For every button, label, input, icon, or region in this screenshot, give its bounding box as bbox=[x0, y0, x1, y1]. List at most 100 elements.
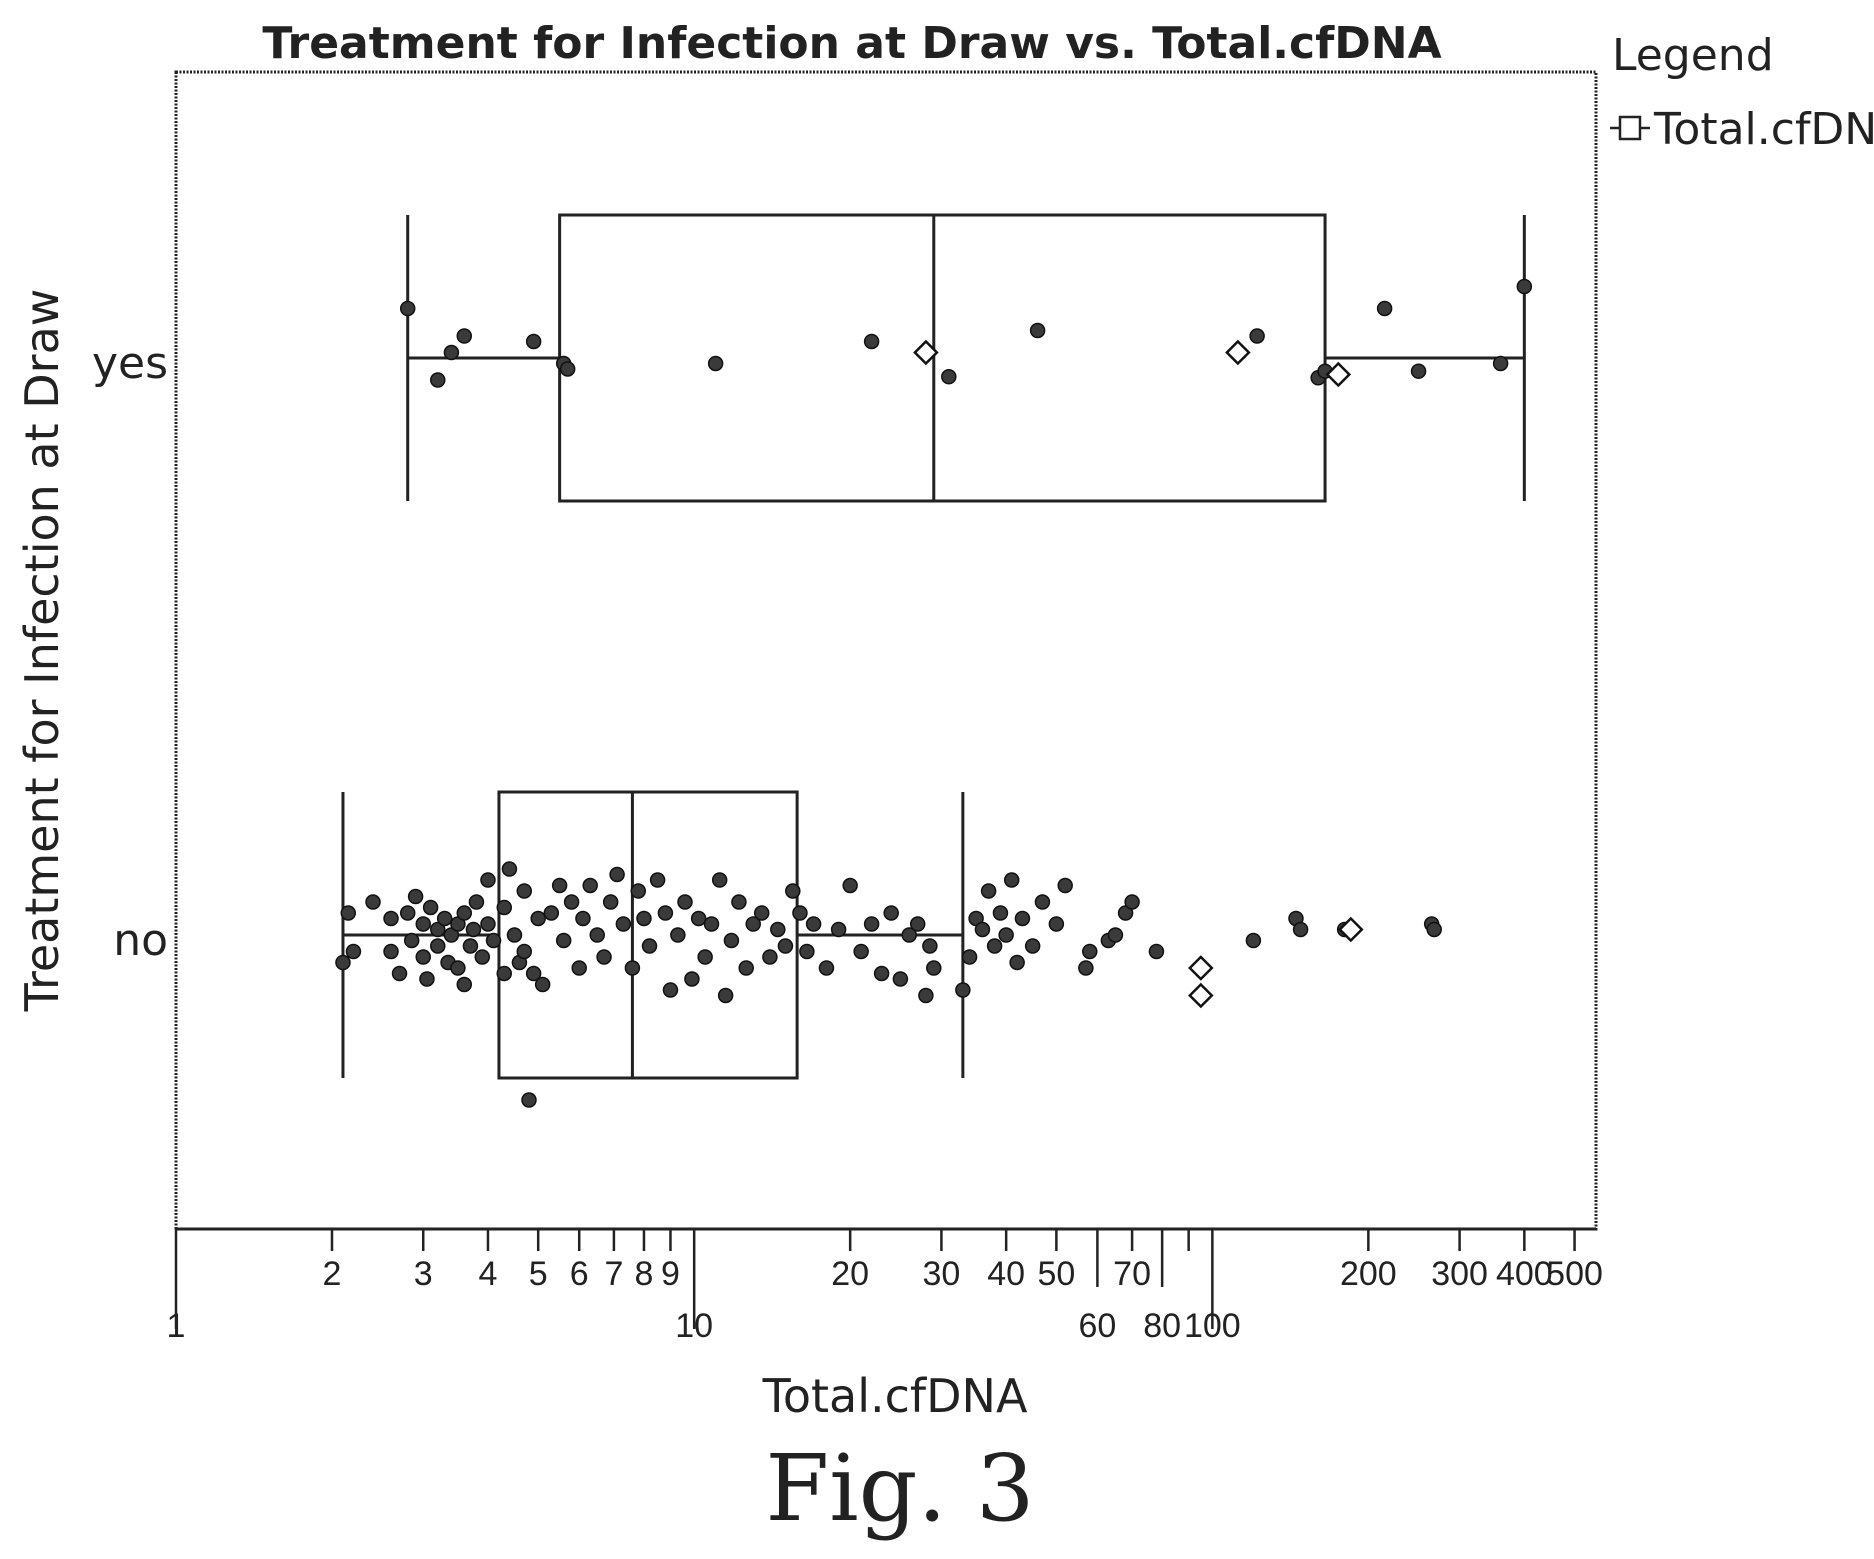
data-point-no bbox=[961, 949, 978, 965]
data-point-yes bbox=[1516, 278, 1533, 295]
data-point-yes bbox=[456, 328, 473, 344]
x-tick-label-2: 2 bbox=[323, 1255, 342, 1293]
data-point-no bbox=[955, 982, 971, 998]
data-point-no bbox=[974, 921, 991, 938]
box-yes bbox=[406, 213, 1526, 503]
data-point-no bbox=[530, 910, 546, 927]
x-tick-label-50: 50 bbox=[1037, 1255, 1075, 1293]
data-point-no bbox=[926, 960, 942, 976]
data-point-no bbox=[516, 883, 533, 899]
data-point-no bbox=[465, 921, 482, 938]
x-tick-label-5: 5 bbox=[529, 1255, 548, 1293]
data-point-no bbox=[589, 927, 605, 943]
data-point-no bbox=[830, 921, 847, 938]
data-point-yes bbox=[443, 344, 460, 361]
data-point-no bbox=[1245, 932, 1262, 949]
x-tick-label-20: 20 bbox=[831, 1255, 869, 1293]
data-point-no bbox=[456, 905, 473, 921]
data-point-no bbox=[468, 894, 485, 910]
data-point-no bbox=[1124, 894, 1140, 910]
plot-frame bbox=[174, 70, 1598, 1231]
data-point-no bbox=[391, 965, 408, 982]
data-point-yes bbox=[1029, 322, 1046, 339]
data-point-no bbox=[575, 910, 591, 927]
points-layer bbox=[335, 278, 1533, 1108]
data-point-no bbox=[430, 938, 446, 954]
data-point-no bbox=[582, 877, 598, 894]
data-point-no bbox=[630, 883, 647, 899]
data-point-no bbox=[1014, 910, 1031, 927]
legend-title: Legend bbox=[1612, 30, 1774, 81]
data-point-no bbox=[430, 921, 446, 938]
chart-title: Treatment for Infection at Draw vs. Tota… bbox=[262, 18, 1441, 69]
data-point-yes bbox=[559, 361, 576, 377]
data-point-no bbox=[555, 932, 572, 949]
data-point-no bbox=[1292, 921, 1309, 938]
data-point-no bbox=[436, 910, 453, 927]
category-label-yes: yes bbox=[92, 338, 168, 389]
mean-diamond-no bbox=[1338, 916, 1364, 943]
data-point-no bbox=[1024, 938, 1041, 954]
x-tick-label-6: 6 bbox=[570, 1255, 589, 1293]
box-iqr-yes bbox=[558, 213, 1327, 503]
data-point-no bbox=[399, 905, 416, 921]
data-point-no bbox=[521, 1092, 537, 1108]
legend-entry-total-cfdna: Total.cfDNA bbox=[1653, 104, 1874, 155]
data-point-no bbox=[383, 910, 399, 927]
data-point-no bbox=[986, 938, 1003, 954]
data-point-no bbox=[615, 916, 632, 932]
data-point-no bbox=[1048, 916, 1065, 932]
data-point-no bbox=[717, 987, 734, 1004]
x-tick-label-40: 40 bbox=[987, 1255, 1025, 1293]
data-point-no bbox=[738, 960, 754, 976]
data-point-no bbox=[415, 949, 431, 965]
data-point-no bbox=[419, 971, 435, 987]
x-tick-label-9: 9 bbox=[661, 1255, 680, 1293]
data-point-no bbox=[792, 905, 808, 921]
data-point-no bbox=[506, 927, 523, 943]
data-point-no bbox=[480, 872, 496, 888]
x-tick-label-7: 7 bbox=[604, 1255, 623, 1293]
data-point-no bbox=[516, 943, 533, 960]
data-point-no bbox=[365, 894, 381, 910]
mean-diamond-yes bbox=[913, 339, 939, 366]
data-point-no bbox=[677, 894, 693, 910]
x-tick-label-400: 400 bbox=[1496, 1255, 1553, 1293]
data-point-no bbox=[745, 916, 761, 932]
data-point-yes bbox=[1376, 300, 1393, 317]
box-layer bbox=[341, 213, 1526, 1080]
data-point-no bbox=[474, 949, 491, 965]
x-tick-label-8: 8 bbox=[635, 1255, 654, 1293]
data-point-no bbox=[534, 976, 551, 993]
data-point-no bbox=[918, 987, 934, 1004]
data-point-no bbox=[980, 883, 997, 899]
data-point-yes bbox=[1492, 355, 1509, 372]
data-point-no bbox=[922, 938, 938, 954]
data-point-yes bbox=[399, 300, 416, 317]
data-point-no bbox=[496, 965, 513, 982]
data-point-no bbox=[485, 932, 502, 949]
data-point-yes bbox=[525, 333, 542, 350]
data-point-no bbox=[684, 971, 700, 987]
data-point-no bbox=[662, 982, 679, 998]
data-point-no bbox=[901, 927, 917, 943]
data-point-no bbox=[998, 927, 1014, 943]
data-point-no bbox=[641, 938, 658, 954]
data-point-no bbox=[525, 965, 542, 982]
data-point-no bbox=[805, 916, 822, 932]
category-labels: yes no bbox=[92, 338, 168, 966]
data-point-no bbox=[770, 921, 786, 938]
data-point-no bbox=[501, 861, 518, 877]
data-point-no bbox=[649, 872, 666, 888]
box-iqr-no bbox=[497, 790, 799, 1080]
data-point-no bbox=[892, 971, 909, 987]
data-point-no bbox=[853, 943, 869, 960]
category-label-no: no bbox=[113, 915, 168, 966]
data-point-no bbox=[703, 916, 720, 932]
data-point-no bbox=[1082, 943, 1098, 960]
data-point-no bbox=[842, 877, 858, 894]
data-point-no bbox=[636, 910, 652, 927]
data-point-no bbox=[818, 960, 835, 976]
x-tick-label-80: 80 bbox=[1143, 1307, 1181, 1345]
